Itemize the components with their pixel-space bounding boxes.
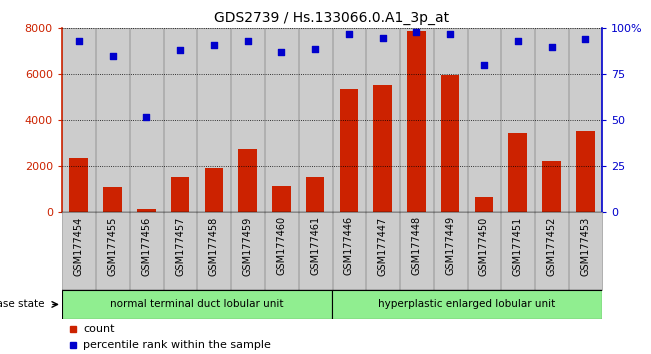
Text: normal terminal duct lobular unit: normal terminal duct lobular unit (110, 299, 284, 309)
Bar (508, 133, 527, 212)
Title: GDS2739 / Hs.133066.0.A1_3p_at: GDS2739 / Hs.133066.0.A1_3p_at (214, 11, 450, 24)
Point (411, 29, 422, 35)
Point (580, 36, 590, 42)
FancyBboxPatch shape (299, 212, 331, 290)
FancyBboxPatch shape (569, 212, 602, 290)
Point (378, 35, 388, 40)
Bar (542, 161, 561, 212)
Bar (501, 28, 534, 212)
Bar (407, 31, 426, 212)
Point (74, 38, 84, 44)
Text: GSM177449: GSM177449 (445, 216, 455, 275)
Point (478, 62, 489, 68)
FancyBboxPatch shape (231, 212, 264, 290)
Text: GSM177457: GSM177457 (175, 216, 185, 276)
FancyBboxPatch shape (501, 212, 534, 290)
Text: count: count (83, 324, 115, 333)
FancyBboxPatch shape (62, 212, 95, 290)
Text: GSM177447: GSM177447 (378, 216, 387, 275)
Bar (340, 89, 358, 212)
Point (445, 31, 456, 37)
FancyBboxPatch shape (467, 212, 501, 290)
Bar (535, 28, 568, 212)
Text: hyperplastic enlarged lobular unit: hyperplastic enlarged lobular unit (378, 299, 556, 309)
Point (242, 38, 253, 44)
Point (344, 31, 354, 37)
Point (175, 47, 186, 53)
Point (512, 38, 523, 44)
Text: GSM177461: GSM177461 (310, 216, 320, 275)
FancyBboxPatch shape (333, 212, 365, 290)
Text: GSM177458: GSM177458 (209, 216, 219, 275)
Point (310, 46, 320, 51)
Bar (231, 28, 264, 212)
Bar (441, 75, 460, 212)
FancyBboxPatch shape (434, 212, 467, 290)
Bar (299, 28, 331, 212)
Text: GSM177454: GSM177454 (74, 216, 84, 275)
Point (276, 50, 286, 55)
FancyBboxPatch shape (332, 290, 602, 319)
Bar (70, 158, 88, 212)
Bar (272, 186, 290, 212)
Text: disease state: disease state (0, 299, 45, 309)
FancyBboxPatch shape (163, 212, 197, 290)
FancyBboxPatch shape (265, 212, 298, 290)
Bar (374, 85, 392, 212)
FancyBboxPatch shape (367, 212, 399, 290)
Text: GSM177460: GSM177460 (277, 216, 286, 275)
Bar (163, 28, 197, 212)
Bar (434, 28, 467, 212)
Bar (333, 28, 365, 212)
Bar (130, 28, 163, 212)
Text: GSM177451: GSM177451 (513, 216, 523, 275)
Text: GSM177448: GSM177448 (411, 216, 421, 275)
Bar (475, 198, 493, 212)
Bar (306, 177, 324, 212)
Text: GSM177459: GSM177459 (243, 216, 253, 275)
Text: percentile rank within the sample: percentile rank within the sample (83, 340, 271, 350)
Bar (62, 28, 95, 212)
Bar (238, 149, 257, 212)
Bar (104, 187, 122, 212)
Bar (569, 28, 602, 212)
FancyBboxPatch shape (197, 212, 230, 290)
Text: GSM177453: GSM177453 (580, 216, 590, 275)
Bar (204, 167, 223, 212)
Text: GSM177455: GSM177455 (107, 216, 117, 276)
Point (546, 44, 557, 50)
Text: GSM177456: GSM177456 (141, 216, 151, 275)
Text: GSM177450: GSM177450 (479, 216, 489, 275)
Bar (467, 28, 501, 212)
Bar (367, 28, 399, 212)
FancyBboxPatch shape (400, 212, 433, 290)
Bar (96, 28, 129, 212)
Bar (137, 209, 156, 212)
Bar (171, 177, 189, 212)
Text: GSM177452: GSM177452 (547, 216, 557, 276)
Point (107, 53, 118, 59)
Bar (265, 28, 298, 212)
FancyBboxPatch shape (535, 212, 568, 290)
Text: GSM177446: GSM177446 (344, 216, 354, 275)
Point (141, 114, 152, 120)
Point (208, 42, 219, 48)
FancyBboxPatch shape (62, 290, 332, 319)
Bar (400, 28, 433, 212)
FancyBboxPatch shape (96, 212, 129, 290)
Bar (576, 131, 594, 212)
FancyBboxPatch shape (130, 212, 163, 290)
Bar (197, 28, 230, 212)
